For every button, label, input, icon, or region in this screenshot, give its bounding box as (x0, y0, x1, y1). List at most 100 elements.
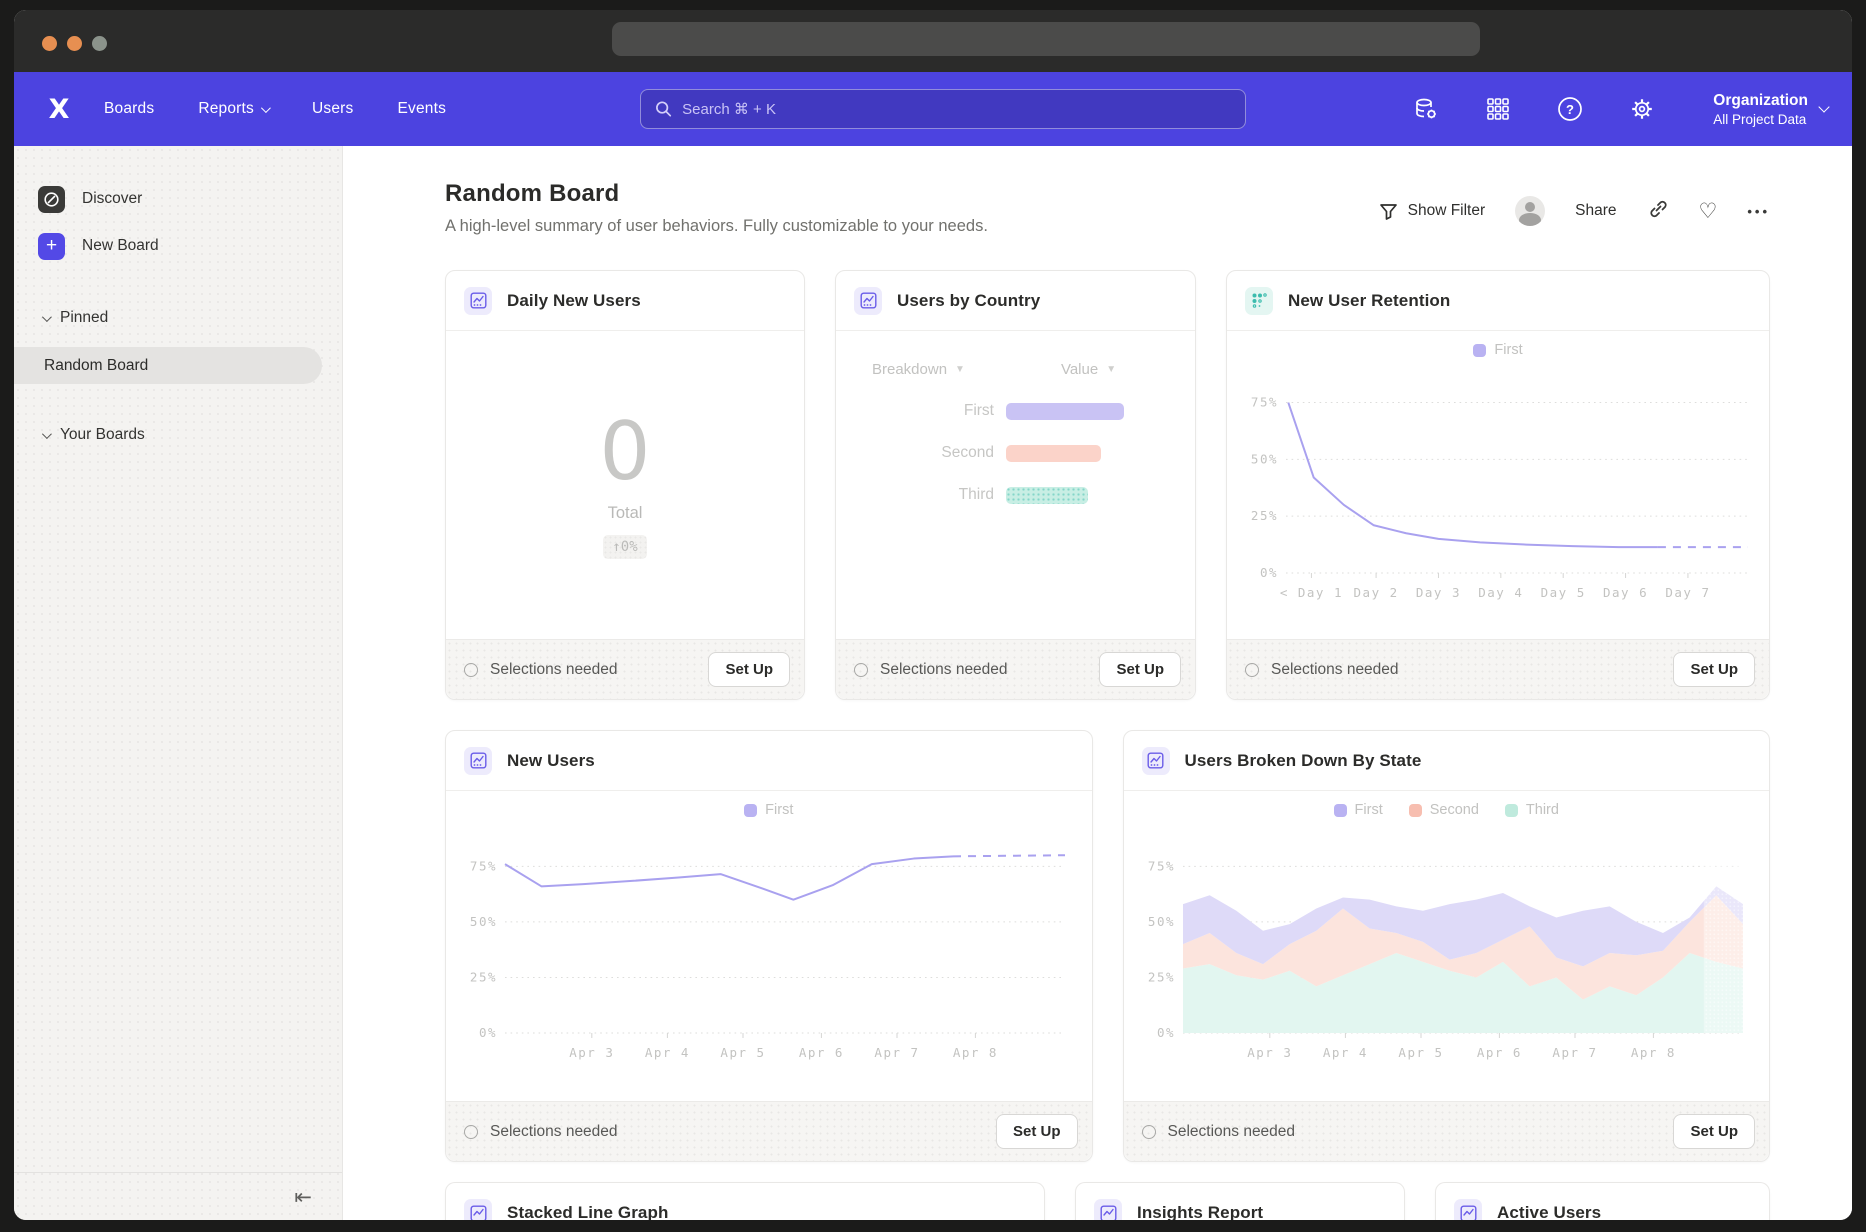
more-options-icon[interactable]: ••• (1747, 204, 1770, 219)
status-circle-icon (464, 1125, 478, 1139)
main-content: Random Board A high-level summary of use… (343, 146, 1852, 1220)
svg-text:Apr 7: Apr 7 (874, 1045, 919, 1060)
set-up-button[interactable]: Set Up (1099, 652, 1181, 687)
card-title: Users Broken Down By State (1185, 751, 1422, 771)
status-text: Selections needed (880, 661, 1008, 679)
insights-chart-icon (1454, 1199, 1482, 1220)
retention-line-chart: 0%25%50%75%< Day 1Day 2Day 3Day 4Day 5Da… (1240, 361, 1756, 605)
avatar[interactable] (1515, 196, 1545, 226)
status-circle-icon (1245, 663, 1259, 677)
users-by-state-chart: FirstSecondThird 0%25%50%75%Apr 3Apr 4Ap… (1124, 791, 1770, 1070)
show-filter-button[interactable]: Show Filter (1379, 202, 1486, 221)
sidebar-item-random-board[interactable]: Random Board (14, 347, 322, 384)
svg-text:0%: 0% (1260, 565, 1278, 580)
legend-item: First (1473, 342, 1522, 358)
search-input[interactable] (682, 101, 1231, 118)
svg-text:Apr 8: Apr 8 (1630, 1045, 1675, 1060)
svg-text:25%: 25% (1147, 969, 1174, 984)
svg-text:Apr 5: Apr 5 (1398, 1045, 1443, 1060)
card-daily-new-users: Daily New Users 0 Total ↑0% Selections n… (445, 270, 805, 700)
sidebar: Discover + New Board Pinned Random Board… (14, 146, 343, 1220)
card-title: New User Retention (1288, 291, 1450, 311)
svg-text:Day 2: Day 2 (1354, 585, 1399, 600)
card-title: Stacked Line Graph (507, 1203, 668, 1220)
sidebar-section-your-boards[interactable]: Your Boards (42, 426, 342, 444)
svg-text:Day 3: Day 3 (1416, 585, 1461, 600)
help-icon[interactable]: ? (1557, 96, 1583, 122)
browser-address-bar[interactable] (612, 22, 1480, 56)
card-footer: Selections needed Set Up (1124, 1101, 1770, 1161)
set-up-button[interactable]: Set Up (708, 652, 790, 687)
page-subtitle: A high-level summary of user behaviors. … (445, 217, 988, 236)
favorite-heart-icon[interactable]: ♡ (1699, 199, 1718, 223)
card-insights-report: Insights Report (1075, 1182, 1405, 1220)
insights-chart-icon (854, 287, 882, 315)
card-footer: Selections needed Set Up (446, 639, 804, 699)
top-nav: X Boards Reports Users Events (14, 72, 1852, 146)
svg-text:0%: 0% (479, 1025, 497, 1040)
window-close-button[interactable] (42, 36, 57, 51)
breakdown-row: Second (836, 444, 1195, 462)
svg-text:50%: 50% (1251, 451, 1278, 466)
card-users-by-country: Users by Country Breakdown▼ Value▼ First (835, 270, 1196, 700)
card-footer: Selections needed Set Up (836, 639, 1195, 699)
chevron-down-icon (1818, 101, 1829, 112)
breakdown-column-header[interactable]: Breakdown▼ (872, 361, 965, 378)
window-zoom-button[interactable] (92, 36, 107, 51)
chevron-down-icon (42, 429, 52, 439)
set-up-button[interactable]: Set Up (1673, 1114, 1755, 1149)
chevron-down-icon (261, 103, 271, 113)
status-circle-icon (854, 663, 868, 677)
nav-item-reports[interactable]: Reports (198, 100, 268, 118)
card-title: New Users (507, 751, 595, 771)
global-search[interactable] (640, 89, 1246, 129)
breakdown-row: Third (836, 486, 1195, 504)
org-project-scope: All Project Data (1713, 112, 1808, 127)
insights-chart-icon (1142, 747, 1170, 775)
status-text: Selections needed (1168, 1123, 1296, 1141)
svg-text:?: ? (1566, 102, 1574, 117)
card-footer: Selections needed Set Up (446, 1101, 1092, 1161)
svg-text:Apr 8: Apr 8 (953, 1045, 998, 1060)
chart-legend: First (1240, 339, 1756, 361)
share-button[interactable]: Share (1575, 202, 1616, 220)
card-footer: Selections needed Set Up (1227, 639, 1769, 699)
value-bar (1006, 487, 1088, 504)
sidebar-section-pinned[interactable]: Pinned (42, 309, 342, 327)
svg-text:Apr 3: Apr 3 (569, 1045, 614, 1060)
stacked-area-chart: 0%25%50%75%Apr 3Apr 4Apr 5Apr 6Apr 7Apr … (1137, 821, 1753, 1065)
svg-text:Apr 6: Apr 6 (1476, 1045, 1521, 1060)
org-project-switcher[interactable]: Organization All Project Data (1713, 92, 1828, 127)
metric-label: Total (608, 504, 643, 523)
sidebar-item-new-board[interactable]: + New Board (38, 231, 342, 261)
nav-item-events[interactable]: Events (397, 100, 446, 118)
svg-text:Day 5: Day 5 (1541, 585, 1586, 600)
page-title: Random Board (445, 180, 988, 208)
svg-text:50%: 50% (1147, 914, 1174, 929)
nav-item-users[interactable]: Users (312, 100, 353, 118)
mixpanel-logo-icon[interactable]: X (44, 94, 74, 124)
insights-chart-icon (464, 747, 492, 775)
app-window: X Boards Reports Users Events (14, 10, 1852, 1220)
nav-item-boards[interactable]: Boards (104, 100, 154, 118)
status-circle-icon (464, 663, 478, 677)
set-up-button[interactable]: Set Up (1673, 652, 1755, 687)
new-users-line-chart: 0%25%50%75%Apr 3Apr 4Apr 5Apr 6Apr 7Apr … (459, 821, 1075, 1065)
svg-text:Day 7: Day 7 (1665, 585, 1710, 600)
copy-link-icon[interactable] (1647, 198, 1669, 225)
plus-icon: + (38, 233, 65, 260)
status-circle-icon (1142, 1125, 1156, 1139)
window-minimize-button[interactable] (67, 36, 82, 51)
value-column-header[interactable]: Value▼ (1061, 361, 1116, 378)
chart-legend: First (459, 799, 1079, 821)
search-icon (655, 100, 672, 118)
apps-grid-icon[interactable] (1485, 96, 1511, 122)
status-text: Selections needed (490, 1123, 618, 1141)
value-bar (1006, 403, 1124, 420)
sidebar-collapse-icon[interactable]: ⇤ (294, 1185, 312, 1209)
settings-gear-icon[interactable] (1629, 96, 1655, 122)
set-up-button[interactable]: Set Up (996, 1114, 1078, 1149)
data-management-icon[interactable] (1413, 96, 1439, 122)
sidebar-item-discover[interactable]: Discover (38, 184, 342, 214)
svg-text:Apr 3: Apr 3 (1247, 1045, 1292, 1060)
